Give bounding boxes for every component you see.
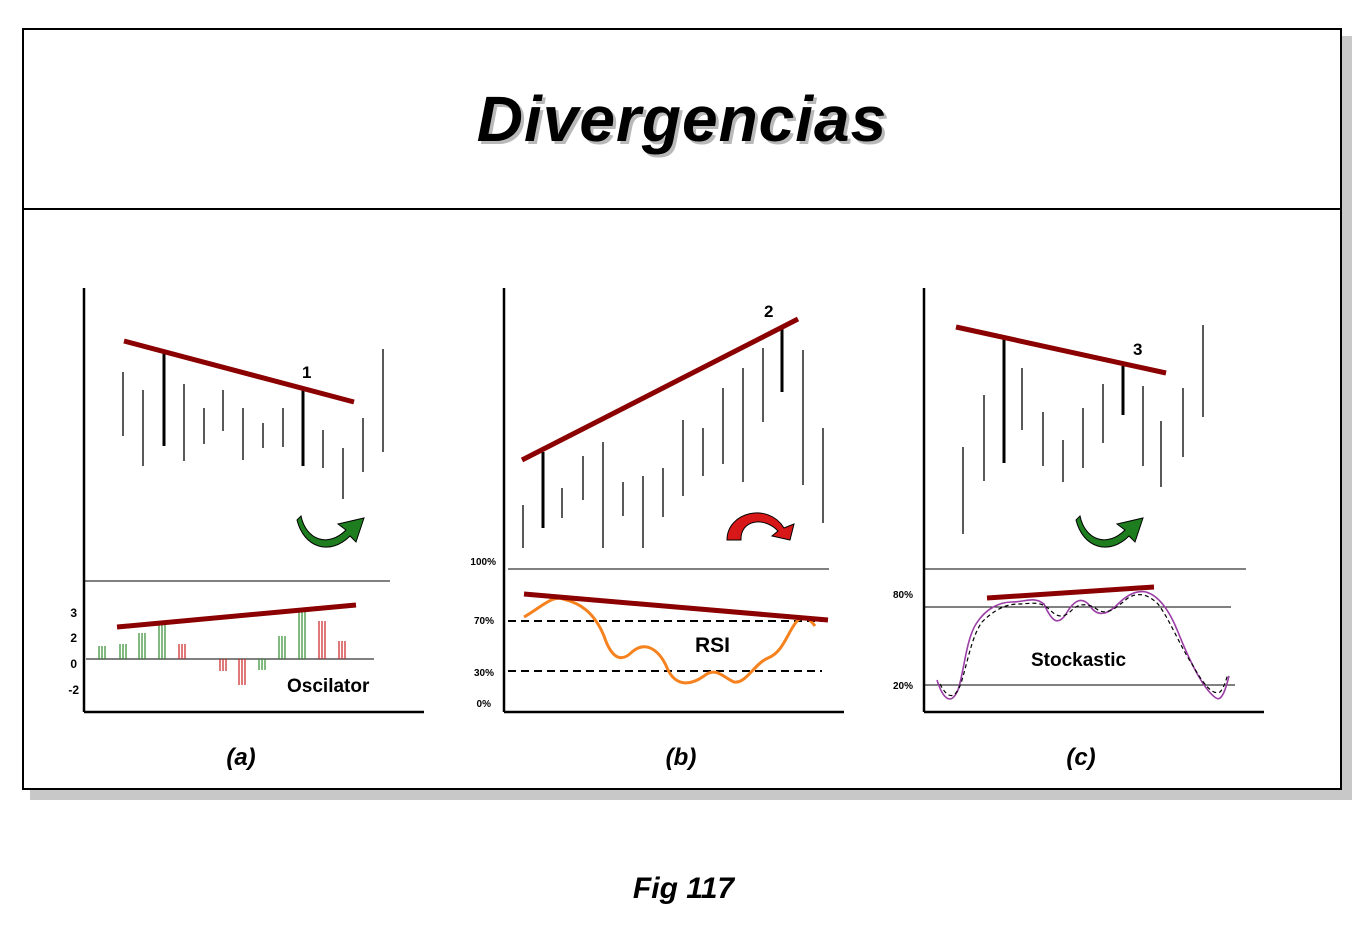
stochastic-trendline [986,584,1155,601]
scale-label-2: 2 [70,631,77,645]
indicator-name: RSI [695,634,730,657]
scale-label-20: 20% [893,681,913,692]
panel-label: (b) [666,744,697,771]
figure-caption: Fig 117 [632,872,735,905]
scale-label-0: 0% [477,699,492,710]
scale-label-80: 80% [893,590,913,601]
point-marker-2: 2 [764,302,773,321]
indicator-name: Oscilator [287,676,370,697]
point-marker-1: 1 [302,363,311,382]
price-bars [962,325,1204,534]
green-up-turn-icon [1075,514,1144,548]
scale-label-100: 100% [470,557,496,568]
title-band: Divergencias [24,30,1340,210]
oscillator-histogram [98,610,346,685]
price-bars [522,348,824,548]
oscillator-trendline [116,602,357,630]
scale-label-30: 30% [474,668,494,679]
stochastic-k-line [936,590,1230,700]
rsi-line [523,596,817,685]
scale-label-minus-2: -2 [68,683,79,697]
panel-c: 3 80% 20% Stockastic (c) [893,288,1264,771]
point-marker-3: 3 [1133,340,1142,359]
price-trendline [520,316,800,463]
price-trendline [123,338,355,405]
indicator-name: Stockastic [1031,650,1126,671]
figure-title: Divergencias [476,83,888,155]
scale-label-3: 3 [70,606,77,620]
panel-label: (c) [1066,744,1095,771]
price-bars [122,349,384,499]
stochastic-d-line [939,594,1229,697]
panel-b: 2 100% 70% 30% 0% RSI (b) [470,288,844,771]
price-trendline [955,324,1167,376]
panel-label: (a) [226,744,255,771]
scale-label-70: 70% [474,616,494,627]
red-down-turn-icon [726,512,795,541]
green-up-turn-icon [296,514,365,548]
panel-a: 1 3 2 [68,288,424,771]
rsi-trendline [523,591,829,623]
scale-label-0: 0 [70,657,77,671]
